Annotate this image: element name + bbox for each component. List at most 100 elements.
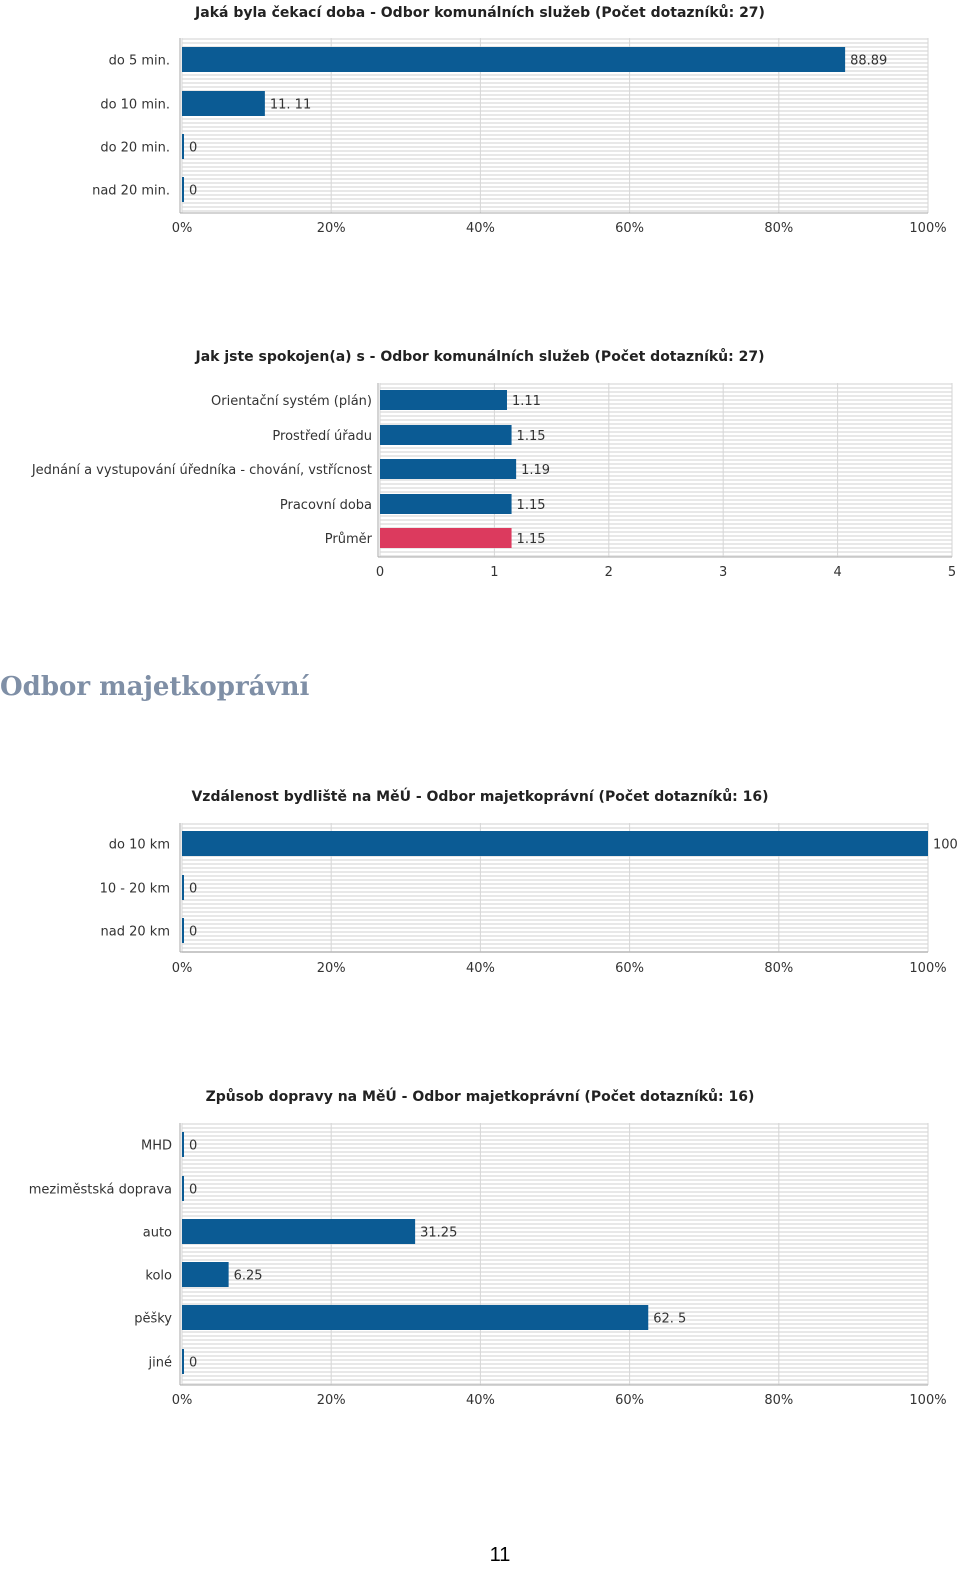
plot-stripe bbox=[182, 1247, 928, 1249]
x-tick-label: 100% bbox=[909, 221, 946, 236]
plot-stripe bbox=[182, 919, 928, 921]
value-label: 6.25 bbox=[234, 1269, 263, 1284]
plot-stripe bbox=[182, 202, 928, 204]
plot-stripe bbox=[182, 1303, 928, 1305]
plot-stripe bbox=[182, 1375, 928, 1377]
x-tick-label: 3 bbox=[719, 565, 727, 580]
plot-stripe bbox=[380, 551, 952, 553]
x-tick-label: 20% bbox=[317, 1393, 346, 1408]
x-tick-label: 100% bbox=[909, 1393, 946, 1408]
plot-stripe bbox=[380, 467, 952, 469]
plot-stripe bbox=[380, 555, 952, 557]
plot-stripe bbox=[380, 403, 952, 405]
plot-stripe bbox=[380, 443, 952, 445]
plot-stripe bbox=[182, 1143, 928, 1145]
plot-stripe bbox=[380, 395, 952, 397]
plot-stripe bbox=[380, 391, 952, 393]
plot-stripe bbox=[380, 427, 952, 429]
x-tick-label: 4 bbox=[833, 565, 841, 580]
bar bbox=[182, 1262, 229, 1287]
x-tick-label: 60% bbox=[615, 221, 644, 236]
plot-stripe bbox=[380, 499, 952, 501]
plot-stripe bbox=[182, 1171, 928, 1173]
section-heading: Odbor majetkoprávní bbox=[0, 672, 310, 702]
plot-stripe bbox=[182, 1139, 928, 1141]
plot-stripe bbox=[380, 523, 952, 525]
value-label: 11. 11 bbox=[270, 98, 311, 113]
chart-waiting-time: Jaká byla čekací doba - Odbor komunálníc… bbox=[0, 0, 960, 250]
x-tick-label: 5 bbox=[948, 565, 956, 580]
plot-stripe bbox=[182, 38, 928, 40]
plot-stripe bbox=[182, 1203, 928, 1205]
plot-stripe bbox=[182, 1155, 928, 1157]
value-label: 0 bbox=[189, 1139, 197, 1154]
bar bbox=[182, 1305, 649, 1330]
plot-stripe bbox=[182, 134, 928, 136]
plot-stripe bbox=[182, 907, 928, 909]
plot-stripe bbox=[182, 1347, 928, 1349]
chart-residence-distance: Vzdálenost bydliště na MěÚ - Odbor majet… bbox=[0, 780, 960, 990]
value-label: 1.15 bbox=[517, 429, 546, 444]
value-label: 100 bbox=[933, 838, 958, 853]
value-label: 0 bbox=[189, 141, 197, 156]
plot-stripe bbox=[380, 519, 952, 521]
plot-stripe bbox=[182, 102, 928, 104]
category-label: pěšky bbox=[134, 1312, 172, 1327]
plot-stripe bbox=[380, 435, 952, 437]
bar bbox=[380, 494, 512, 514]
plot-stripe bbox=[182, 823, 928, 825]
plot-stripe bbox=[182, 1211, 928, 1213]
plot-stripe bbox=[380, 439, 952, 441]
plot-stripe bbox=[380, 515, 952, 517]
plot-stripe bbox=[182, 82, 928, 84]
bar bbox=[182, 1349, 184, 1374]
plot-stripe bbox=[380, 507, 952, 509]
plot-stripe bbox=[182, 827, 928, 829]
plot-stripe bbox=[380, 447, 952, 449]
plot-stripe bbox=[182, 130, 928, 132]
plot-stripe bbox=[182, 899, 928, 901]
plot-stripe bbox=[182, 1243, 928, 1245]
category-label: do 5 min. bbox=[109, 54, 170, 69]
plot-stripe bbox=[182, 1279, 928, 1281]
plot-stripe bbox=[182, 1135, 928, 1137]
plot-stripe bbox=[182, 1227, 928, 1229]
value-label: 0 bbox=[189, 184, 197, 199]
plot-stripe bbox=[182, 1207, 928, 1209]
plot-stripe bbox=[182, 1367, 928, 1369]
plot-stripe bbox=[182, 867, 928, 869]
plot-stripe bbox=[182, 110, 928, 112]
plot-stripe bbox=[182, 1179, 928, 1181]
plot-stripe bbox=[182, 1251, 928, 1253]
category-label: MHD bbox=[141, 1139, 172, 1154]
x-tick-label: 20% bbox=[317, 221, 346, 236]
plot-stripe bbox=[380, 399, 952, 401]
plot-stripe bbox=[182, 1175, 928, 1177]
plot-stripe bbox=[380, 503, 952, 505]
bar bbox=[182, 134, 184, 159]
chart-title: Způsob dopravy na MěÚ - Odbor majetkoprá… bbox=[205, 1089, 755, 1105]
plot-stripe bbox=[182, 106, 928, 108]
plot-stripe bbox=[182, 1199, 928, 1201]
plot-stripe bbox=[182, 122, 928, 124]
plot-stripe bbox=[182, 879, 928, 881]
category-label: Prostředí úřadu bbox=[272, 429, 372, 444]
plot-stripe bbox=[182, 166, 928, 168]
plot-stripe bbox=[182, 883, 928, 885]
plot-stripe bbox=[182, 182, 928, 184]
plot-stripe bbox=[182, 1299, 928, 1301]
plot-stripe bbox=[182, 190, 928, 192]
page-number: 11 bbox=[489, 1544, 511, 1566]
plot-stripe bbox=[380, 455, 952, 457]
plot-stripe bbox=[182, 915, 928, 917]
plot-stripe bbox=[182, 1355, 928, 1357]
plot-stripe bbox=[380, 459, 952, 461]
x-tick-label: 40% bbox=[466, 961, 495, 976]
category-label: do 20 min. bbox=[100, 141, 170, 156]
plot-stripe bbox=[182, 146, 928, 148]
plot-stripe bbox=[182, 1223, 928, 1225]
plot-stripe bbox=[380, 471, 952, 473]
plot-stripe bbox=[182, 1231, 928, 1233]
plot-stripe bbox=[380, 475, 952, 477]
plot-stripe bbox=[182, 939, 928, 941]
